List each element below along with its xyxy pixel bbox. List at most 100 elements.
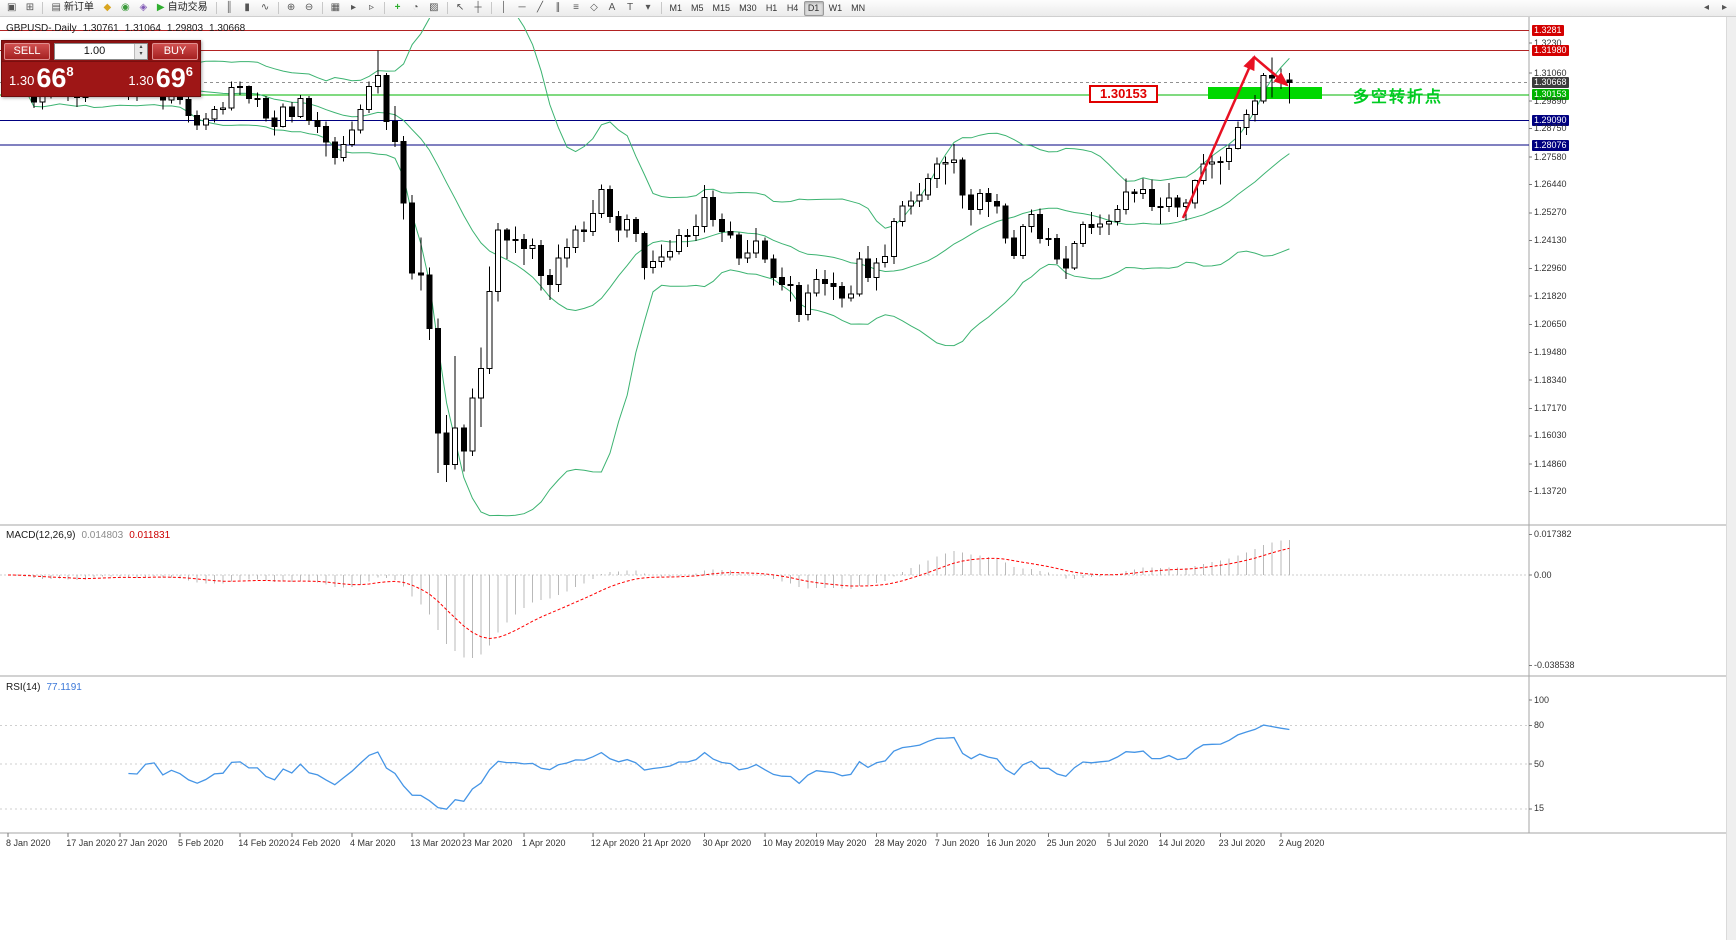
new-window-button[interactable]: ▣ [3,1,20,16]
zoom-out-icon: ⊖ [304,2,314,13]
vertical-scrollbar[interactable] [1726,17,1736,940]
timeframe-d1-button[interactable]: D1 [803,0,824,16]
price-axis-label: 1.31060 [1534,67,1567,78]
arrows-tool-button[interactable]: ▾ [640,1,657,16]
horizontal-line-icon: ─ [518,2,526,13]
horizontal-line-button[interactable]: ─ [514,1,531,16]
trendline-button[interactable]: ╱ [532,1,549,16]
time-axis-label: 17 Jan 2020 [66,838,116,848]
toolbar-overflow-right-button[interactable]: ▸ [1721,2,1728,13]
candlesticks[interactable] [5,50,1293,483]
toolbar-separator [42,2,44,14]
zoom-out-button[interactable]: ⊖ [301,1,318,16]
fibonacci-button[interactable]: ≡ [568,1,585,16]
price-axis-label: 1.17170 [1534,402,1567,413]
macd-header: MACD(12,26,9) 0.014803 0.011831 [6,530,176,541]
price-axis-label: 1.27580 [1534,151,1567,162]
rsi-level-lines [0,725,1529,810]
metaeditor-button[interactable]: ◆ [99,1,116,16]
price-axis-label: 1.30668 [1532,76,1569,88]
rsi-value: 77.1191 [46,682,82,693]
templates-button[interactable]: ▨ [425,1,442,16]
rsi-name: RSI(14) [6,682,41,693]
buy-price: 1.30 69 6 [128,64,193,92]
shapes-button[interactable]: ◇ [586,1,603,16]
line-chart-mode-button[interactable]: ∿ [257,1,274,16]
sell-button[interactable]: SELL [4,42,50,60]
zoom-in-button[interactable]: ⊕ [283,1,300,16]
text-button[interactable]: A [604,1,621,16]
price-axis-label: 1.14860 [1534,458,1567,469]
arrows-tool-icon: ▾ [645,2,651,13]
time-axis-label: 23 Mar 2020 [461,838,513,848]
toolbar-separator [660,2,662,14]
timeframe-m1-button[interactable]: M1 [669,2,683,13]
toolbar-separator [384,2,386,14]
horizontal-level-lines[interactable] [0,30,1529,146]
turning-point-note[interactable]: 多空转折点 [1353,89,1444,106]
profiles-button[interactable]: ⊞ [21,1,38,16]
text-label-button[interactable]: T [622,1,639,16]
cursor-button[interactable]: ↖ [452,1,469,16]
time-axis-label: 30 Apr 2020 [702,838,752,848]
crosshair-button[interactable]: ┼ [470,1,487,16]
bar-chart-mode-icon: ║ [225,2,233,13]
timeframe-h1-button[interactable]: H1 [765,2,778,13]
volume-increase-button[interactable]: ▴ [135,43,147,51]
trend-arrow[interactable] [1181,54,1289,219]
trendline-icon: ╱ [537,2,544,13]
price-axis-ticks [1529,42,1532,810]
price-axis-label: 1.3230 [1534,37,1562,48]
market-watch-icon: ◉ [121,2,130,13]
bar-chart-mode-button[interactable]: ║ [221,1,238,16]
time-axis-label: 1 Apr 2020 [522,838,566,848]
periods-button[interactable]: ◔ [407,1,424,16]
timeframe-m5-button[interactable]: M5 [691,2,704,13]
price-axis-label: 1.3281 [1532,25,1564,37]
volume-input[interactable] [55,43,134,59]
volume-decrease-button[interactable]: ▾ [135,51,147,59]
timeframe-w1-button[interactable]: W1 [828,2,843,13]
new-order-button[interactable]: ▤ 新订单 [47,1,97,16]
navigator-button[interactable]: ◈ [135,1,152,16]
macd-axis-label: 0.00 [1534,569,1552,580]
macd-axis-label: 0.017382 [1534,528,1572,539]
price-level-callout[interactable]: 1.30153 [1089,85,1158,103]
time-axis-label: 8 Jan 2020 [6,838,51,848]
vertical-line-icon: │ [500,2,508,13]
timeframe-m15-button[interactable]: M15 [712,2,731,13]
time-axis-label: 23 Jul 2020 [1218,838,1266,848]
periods-icon: ◔ [412,2,419,13]
indicators-icon: + [394,2,401,13]
candle-chart-mode-button[interactable]: ▮ [239,1,256,16]
time-axis-label: 19 May 2020 [814,838,867,848]
bollinger-bands [7,18,1290,517]
tile-windows-button[interactable]: ▦ [327,1,344,16]
price-axis-label: 1.24130 [1534,234,1567,245]
indicators-button[interactable]: + [389,1,406,16]
timeframe-h4-button[interactable]: H4 [786,2,799,13]
timeframe-mn-button[interactable]: MN [851,2,866,13]
auto-trading-icon: ▶ [156,2,165,13]
panel-dividers[interactable] [0,524,1736,834]
buy-button[interactable]: BUY [152,42,198,60]
sell-price-point: 8 [66,64,74,79]
vertical-line-button[interactable]: │ [496,1,513,16]
line-chart-mode-icon: ∿ [260,2,270,13]
main-toolbar: ▣ ⊞ ▤ 新订单 ◆ ◉ ◈ ▶ 自动交易 ║ ▮ ∿ ⊕ ⊖ ▦ ▸ ▹ + ◔ ▨ ↖ ┼ │ ─ ╱ ∥ ≡ ◇ A T ▾ M1 M5… [0,0,1736,17]
time-axis-label: 21 Apr 2020 [642,838,691,848]
auto-scroll-button[interactable]: ▸ [345,1,362,16]
time-axis-label: 4 Mar 2020 [350,838,396,848]
price-axis-label: 1.25270 [1534,207,1567,218]
metaeditor-icon: ◆ [103,2,112,13]
toolbar-overflow-left-button[interactable]: ◂ [1703,2,1710,13]
equidistant-channel-button[interactable]: ∥ [550,1,567,16]
auto-trading-button[interactable]: ▶ 自动交易 [153,1,212,16]
price-axis-label: 1.29090 [1532,115,1569,126]
timeframe-m30-button[interactable]: M30 [739,2,757,13]
buy-price-point: 6 [185,64,193,79]
price-axis-label: 1.31980 [1532,45,1569,57]
chart-shift-button[interactable]: ▹ [363,1,380,16]
market-watch-button[interactable]: ◉ [117,1,134,16]
